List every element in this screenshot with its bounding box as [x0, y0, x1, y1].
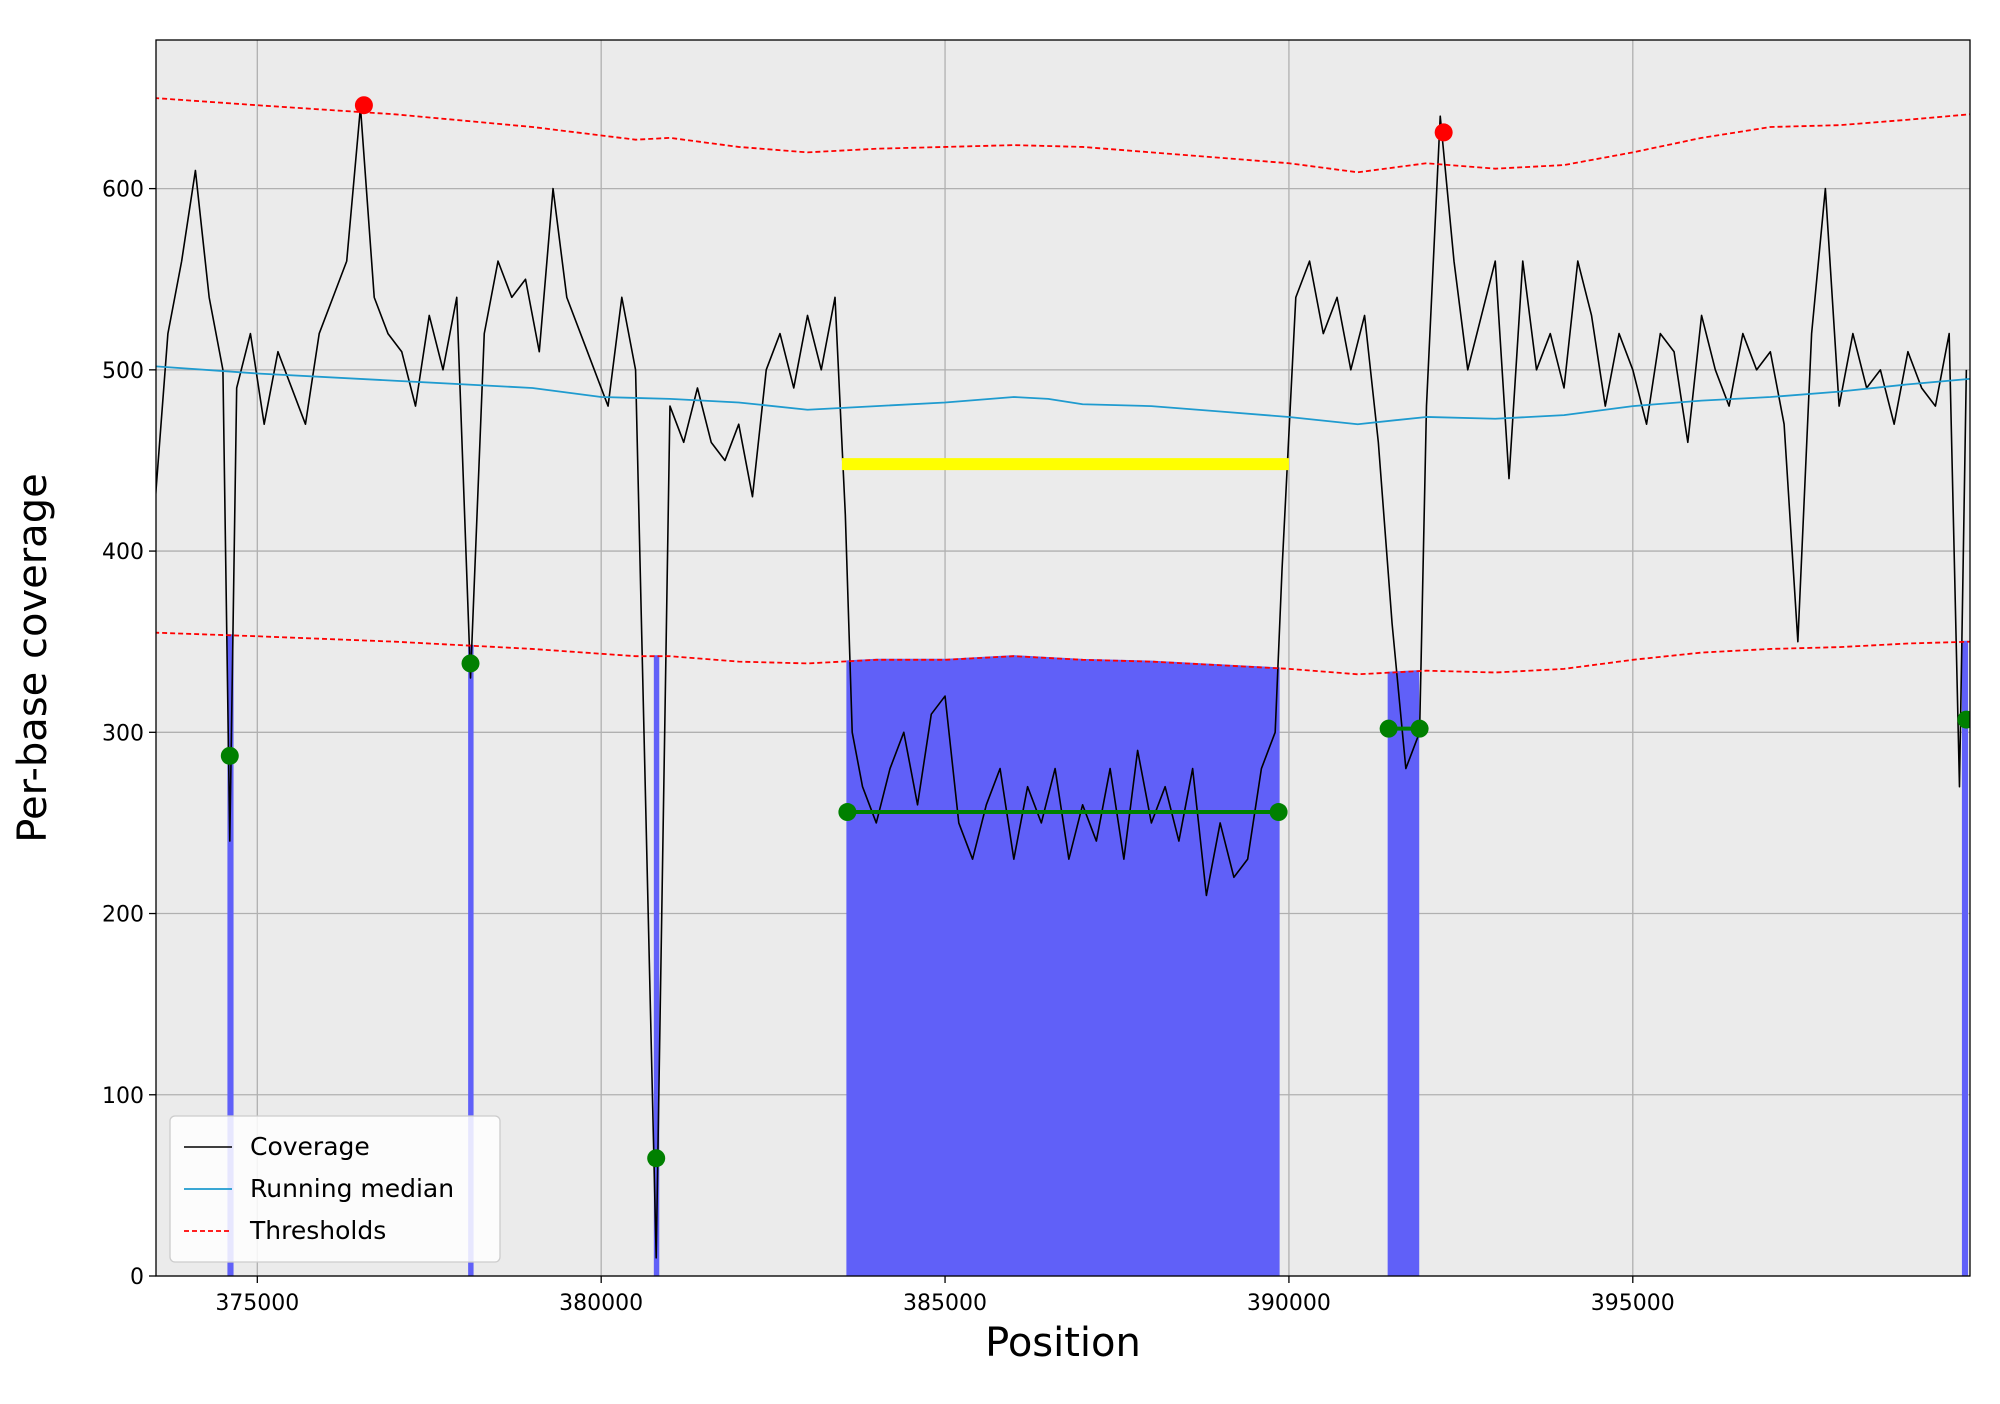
- marker: [1434, 123, 1453, 142]
- legend-label: Coverage: [250, 1132, 370, 1161]
- y-tick-label: 100: [102, 1084, 144, 1109]
- x-axis-label: Position: [985, 1320, 1141, 1366]
- x-tick-label: 375000: [215, 1291, 299, 1316]
- series-line: [156, 631, 1970, 676]
- marker: [1410, 719, 1429, 738]
- y-tick-label: 200: [102, 903, 144, 928]
- marker: [1379, 719, 1398, 738]
- marker: [1269, 803, 1288, 822]
- plot-frame: [155, 39, 1971, 1277]
- legend: Coverage Running median Thresholds: [169, 1115, 501, 1263]
- marker: [838, 803, 857, 822]
- y-axis-label: Per-base coverage: [10, 473, 56, 842]
- y-tick-label: 300: [102, 721, 144, 746]
- legend-label: Thresholds: [249, 1216, 386, 1245]
- y-tick-label: 500: [102, 359, 144, 384]
- x-tick-label: 385000: [903, 1291, 987, 1316]
- grid: [156, 40, 1970, 1277]
- region: [1387, 670, 1420, 1276]
- marker: [1957, 710, 1970, 729]
- x-tick-label: 380000: [559, 1291, 643, 1316]
- y-tick-label: 600: [102, 178, 144, 203]
- series-line: [156, 106, 1968, 1259]
- series-line: [156, 97, 1970, 174]
- legend-label: Running median: [250, 1174, 454, 1203]
- x-tick-label: 390000: [1247, 1291, 1331, 1316]
- y-tick-label: 0: [130, 1265, 144, 1290]
- x-tick-label: 395000: [1591, 1291, 1675, 1316]
- region: [1961, 640, 1969, 1276]
- plot: [156, 96, 1970, 1276]
- marker: [220, 746, 239, 765]
- region: [846, 655, 1280, 1276]
- marker: [647, 1149, 666, 1168]
- axes: 375000 380000 385000 390000 395000 0 100 200 300…: [102, 178, 1675, 1316]
- y-tick-label: 400: [102, 540, 144, 565]
- marker: [354, 96, 373, 115]
- series-line: [156, 365, 1970, 426]
- marker: [461, 654, 480, 673]
- legend-frame: [169, 1115, 501, 1263]
